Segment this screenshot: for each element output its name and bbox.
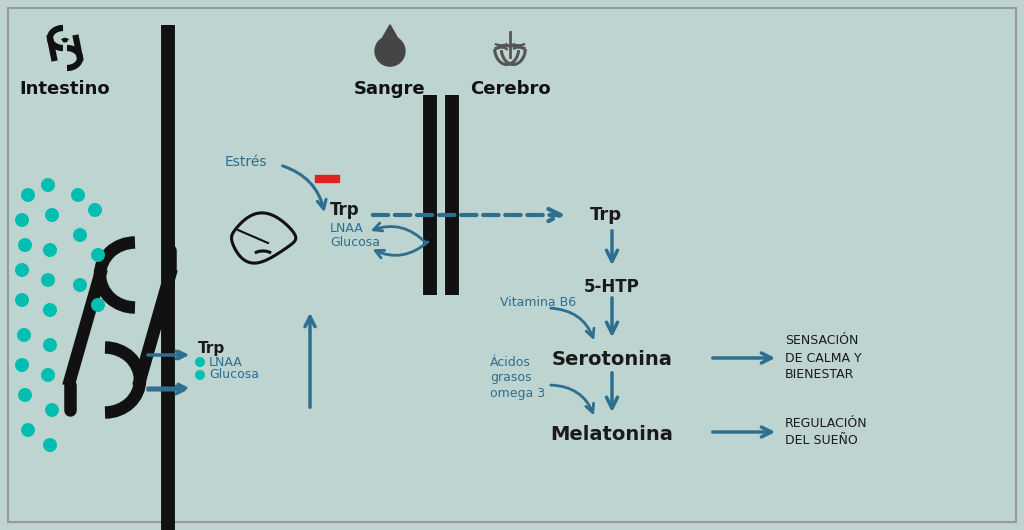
Circle shape bbox=[88, 203, 102, 217]
Circle shape bbox=[41, 368, 55, 382]
Text: LNAA: LNAA bbox=[330, 222, 364, 234]
Circle shape bbox=[22, 188, 35, 202]
Circle shape bbox=[45, 208, 59, 222]
Circle shape bbox=[73, 228, 87, 242]
Text: Intestino: Intestino bbox=[19, 80, 111, 98]
Circle shape bbox=[15, 293, 29, 307]
Circle shape bbox=[15, 358, 29, 372]
Circle shape bbox=[43, 438, 57, 452]
Circle shape bbox=[17, 328, 31, 342]
Bar bbox=[315, 175, 339, 182]
Text: Trp: Trp bbox=[330, 201, 359, 219]
Text: Glucosa: Glucosa bbox=[330, 236, 380, 250]
Text: Estrés: Estrés bbox=[225, 155, 267, 169]
Text: Vitamina B6: Vitamina B6 bbox=[500, 296, 577, 308]
Circle shape bbox=[45, 403, 59, 417]
Circle shape bbox=[43, 338, 57, 352]
Circle shape bbox=[43, 303, 57, 317]
Circle shape bbox=[41, 273, 55, 287]
Text: REGULACIÓN
DEL SUEÑO: REGULACIÓN DEL SUEÑO bbox=[785, 417, 867, 447]
Text: Melatonina: Melatonina bbox=[551, 425, 674, 444]
Circle shape bbox=[22, 423, 35, 437]
Circle shape bbox=[91, 248, 105, 262]
Text: Ácidos
grasos
omega 3: Ácidos grasos omega 3 bbox=[490, 357, 545, 400]
Circle shape bbox=[18, 388, 32, 402]
Text: Sangre: Sangre bbox=[354, 80, 426, 98]
Text: SENSACIÓN
DE CALMA Y
BIENESTAR: SENSACIÓN DE CALMA Y BIENESTAR bbox=[785, 334, 861, 382]
Circle shape bbox=[15, 263, 29, 277]
Circle shape bbox=[71, 188, 85, 202]
Circle shape bbox=[41, 178, 55, 192]
Polygon shape bbox=[377, 25, 403, 49]
Text: LNAA: LNAA bbox=[209, 356, 243, 368]
Text: Cerebro: Cerebro bbox=[470, 80, 550, 98]
Circle shape bbox=[18, 238, 32, 252]
Text: 5-HTP: 5-HTP bbox=[584, 278, 640, 296]
Circle shape bbox=[43, 243, 57, 257]
Circle shape bbox=[195, 357, 205, 367]
Text: Glucosa: Glucosa bbox=[209, 368, 259, 382]
Circle shape bbox=[73, 278, 87, 292]
Text: Trp: Trp bbox=[198, 340, 225, 356]
Circle shape bbox=[195, 370, 205, 380]
Text: Serotonina: Serotonina bbox=[552, 350, 673, 369]
Circle shape bbox=[91, 298, 105, 312]
Text: Trp: Trp bbox=[590, 206, 623, 224]
Circle shape bbox=[375, 36, 404, 66]
Circle shape bbox=[15, 213, 29, 227]
